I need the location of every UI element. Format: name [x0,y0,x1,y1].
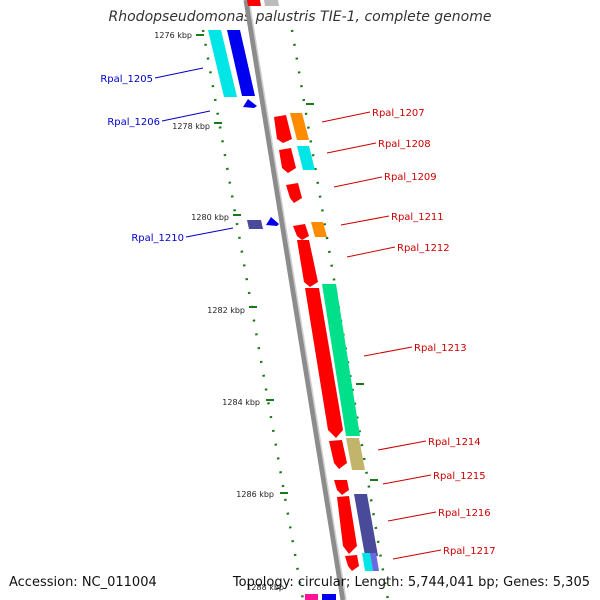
tick-label: 1276 kbp [154,31,192,40]
label-leader [161,110,211,122]
gene-label-right[interactable]: Rpal_1215 [433,471,486,482]
label-leader [382,474,432,485]
label-leader [392,549,442,560]
gene-feature-bottom-pink[interactable] [305,594,318,600]
label-leader [363,346,413,357]
gene-label-right[interactable]: Rpal_1209 [384,172,437,183]
tick-label: 1286 kbp [236,490,274,499]
gene-rpal-1214-olive[interactable] [346,438,365,470]
genome-backbone [243,0,346,600]
gene-rpal-1213-red[interactable] [305,288,343,438]
label-leader [154,67,204,79]
gene-rpal-1217-red[interactable] [345,555,359,571]
gene-rpal-1216-purple[interactable] [354,494,378,556]
gene-label-right[interactable]: Rpal_1211 [391,212,444,223]
label-leader [387,511,437,522]
map-title: Rhodopseudomonas palustris TIE-1, comple… [108,9,492,25]
gene-feature-top-red[interactable] [247,0,261,6]
tick-label: 1278 kbp [172,122,210,131]
gene-feature-top-gray[interactable] [264,0,279,6]
gene-rpal-1207-red[interactable] [274,115,292,143]
gene-rpal-1210-arrow[interactable] [266,217,279,226]
gene-label-right[interactable]: Rpal_1214 [428,437,481,448]
tick-label: 1280 kbp [191,213,229,222]
label-leader [321,111,371,123]
tick-label: 1282 kbp [207,306,245,315]
gene-rpal-1208-red[interactable] [279,148,296,173]
gene-label-right[interactable]: Rpal_1216 [438,508,491,519]
label-leader [346,246,396,258]
gene-rpal-1207-orange[interactable] [290,113,309,140]
gene-rpal-1205-cyan[interactable] [208,30,237,97]
gene-label-right[interactable]: Rpal_1207 [372,108,425,119]
genome-backbone-highlight [248,0,347,600]
gene-rpal-1209-red[interactable] [286,183,302,203]
gene-label-left[interactable]: Rpal_1210 [131,233,184,244]
label-leader [326,142,377,154]
gene-rpal-1206-arrow[interactable] [243,99,257,108]
gene-label-left[interactable]: Rpal_1206 [107,117,160,128]
tick-label: 1284 kbp [222,398,260,407]
gene-rpal-1212-red[interactable] [297,240,318,287]
gene-rpal-1214-red[interactable] [329,440,347,469]
gene-label-right[interactable]: Rpal_1208 [378,139,431,150]
gene-rpal-1208-cyan[interactable] [297,146,315,170]
accession-text: Accession: NC_011004 [9,575,157,590]
gene-rpal-1217-purple[interactable] [370,553,379,571]
gene-rpal-1213-green[interactable] [322,284,360,436]
gene-label-right[interactable]: Rpal_1212 [397,243,450,254]
gene-label-left[interactable]: Rpal_1205 [100,74,153,85]
label-leader [333,176,383,188]
gene-rpal-1211-orange[interactable] [311,222,327,237]
gene-rpal-1211-red[interactable] [293,224,309,240]
gene-label-right[interactable]: Rpal_1213 [414,343,467,354]
gene-label-right[interactable]: Rpal_1217 [443,546,496,557]
topology-text: Topology: circular; Length: 5,744,041 bp… [232,575,590,590]
label-leader [185,227,234,238]
tick-label: 1288 kbp [246,583,284,592]
gene-feature-bottom-blue[interactable] [322,594,336,600]
gene-rpal-1215-red[interactable] [334,480,349,495]
gene-rpal-1210-purple[interactable] [247,220,263,229]
label-leader [340,215,390,226]
left-dotted-track [201,29,305,600]
gene-rpal-1217-cyan[interactable] [362,553,373,571]
label-leader [377,440,427,451]
gene-rpal-1216-red[interactable] [337,496,357,554]
gene-rpal-1205-blue[interactable] [227,30,255,96]
